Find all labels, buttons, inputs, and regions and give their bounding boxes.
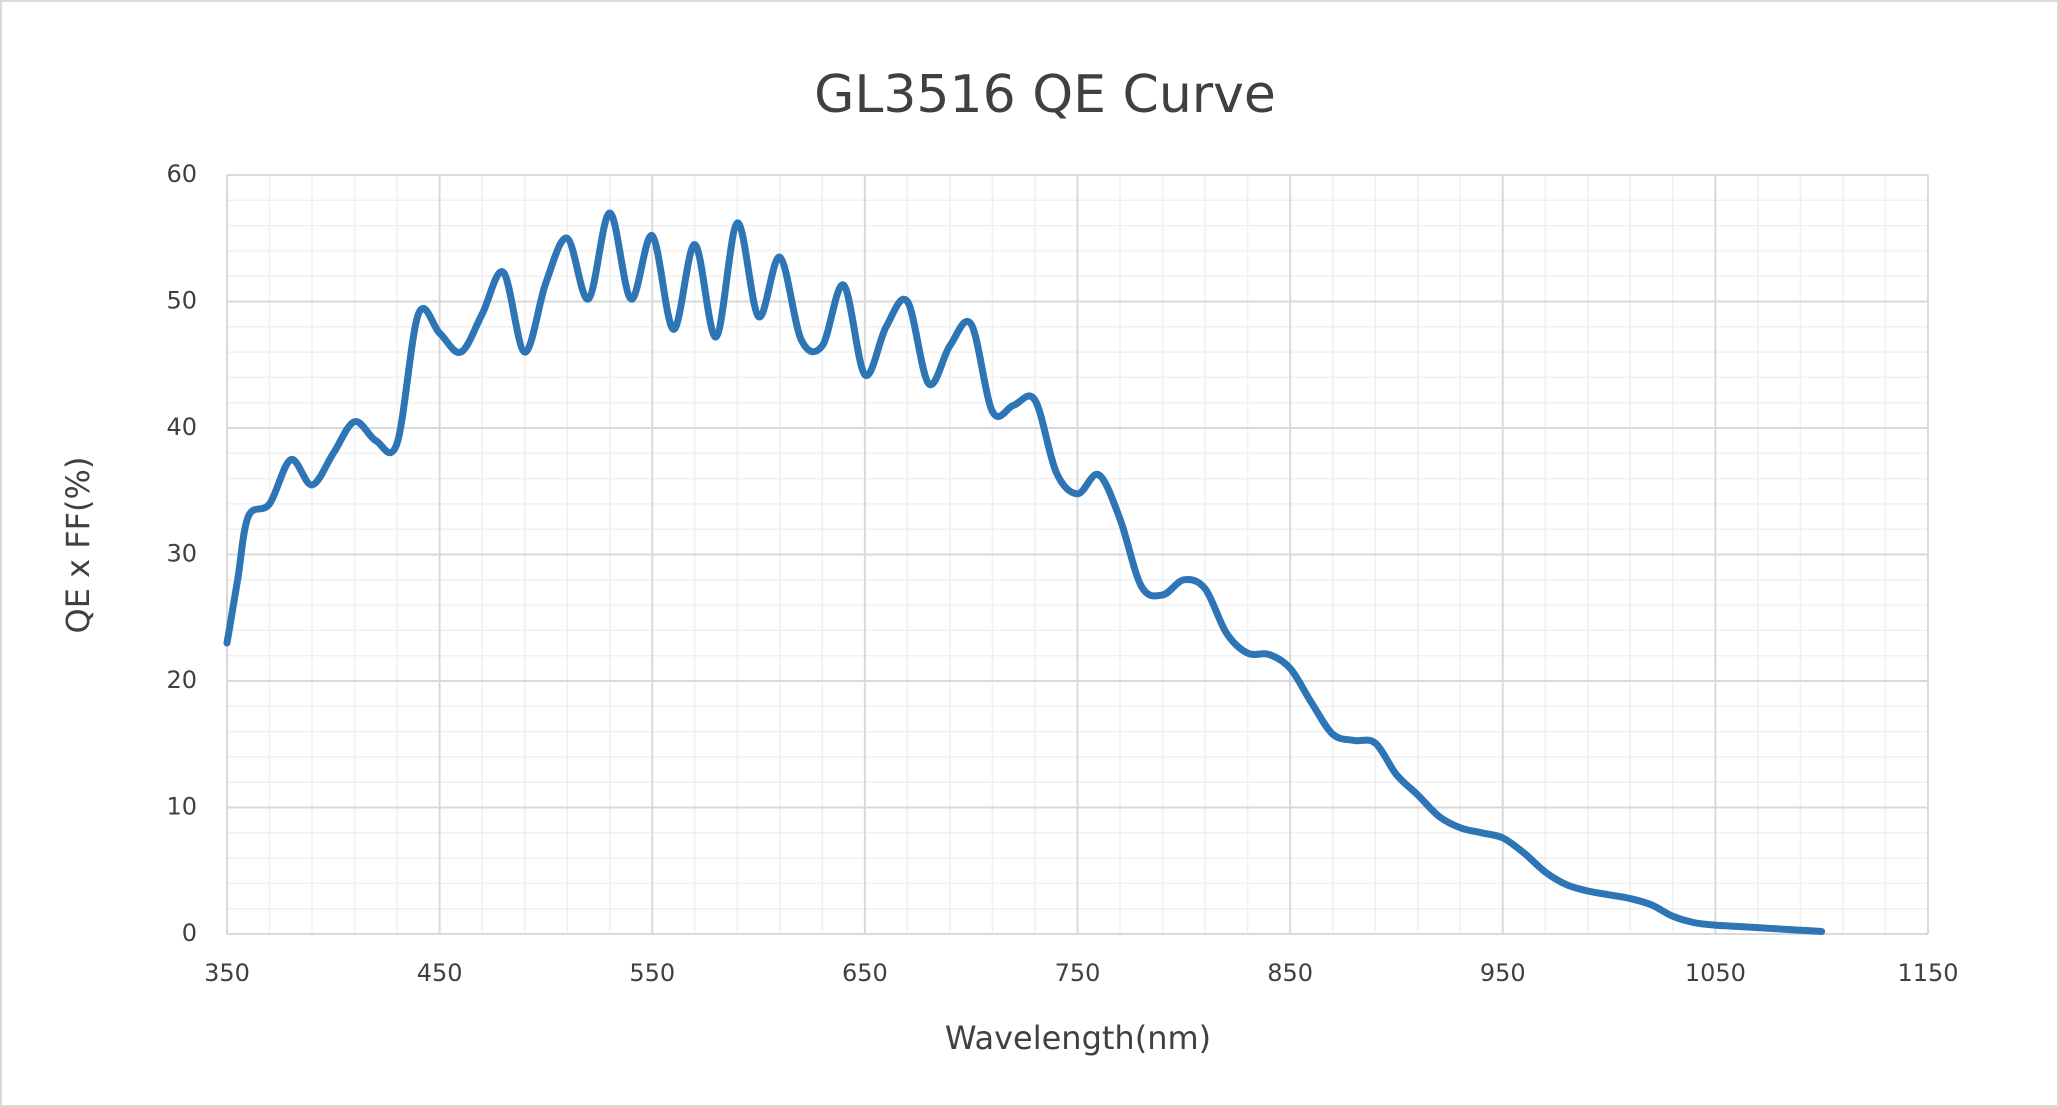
x-tick-label: 750 xyxy=(1055,959,1101,987)
x-tick-label: 450 xyxy=(417,959,463,987)
y-tick-label: 20 xyxy=(166,666,197,694)
chart-title: GL3516 QE Curve xyxy=(814,65,1276,125)
x-tick-label: 950 xyxy=(1480,959,1526,987)
x-axis-label: Wavelength(nm) xyxy=(945,1019,1211,1057)
y-tick-label: 10 xyxy=(166,793,197,821)
y-tick-label: 60 xyxy=(166,160,197,188)
y-tick-label: 0 xyxy=(182,919,197,947)
grid xyxy=(226,174,1929,935)
x-tick-label: 1050 xyxy=(1685,959,1746,987)
x-tick-label: 650 xyxy=(842,959,888,987)
y-axis-label: QE x FF(%) xyxy=(59,457,97,634)
x-tick-label: 850 xyxy=(1267,959,1313,987)
data-line xyxy=(223,209,1826,935)
y-tick-label: 40 xyxy=(166,413,197,441)
x-tick-label: 350 xyxy=(204,959,250,987)
x-tick-label: 1150 xyxy=(1897,959,1958,987)
y-tick-label: 50 xyxy=(166,287,197,315)
x-tick-label: 550 xyxy=(629,959,675,987)
y-tick-label: 30 xyxy=(166,540,197,568)
